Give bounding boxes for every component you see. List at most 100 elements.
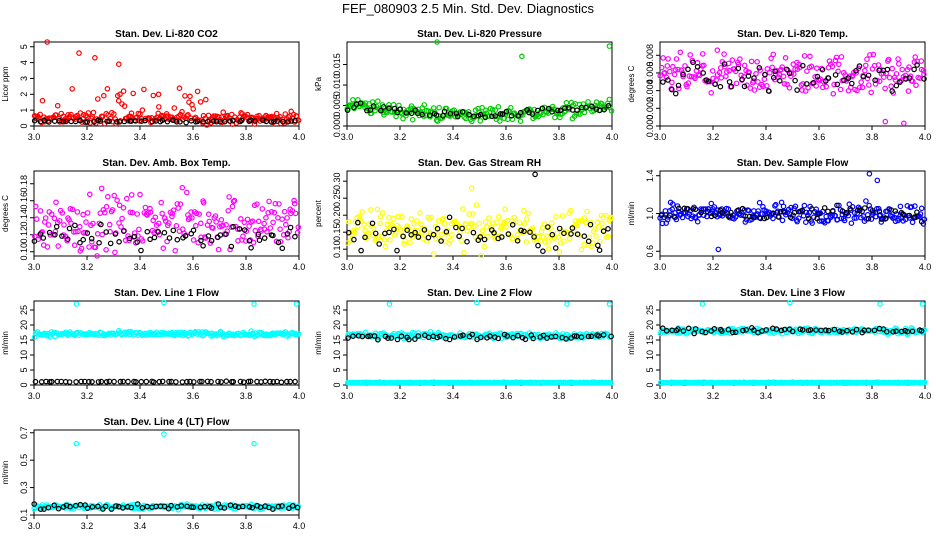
data-point bbox=[199, 378, 205, 385]
data-point bbox=[78, 245, 85, 252]
data-point bbox=[373, 235, 379, 242]
y-tick-label: 0.18 bbox=[19, 175, 29, 193]
y-tick-label: 0.008 bbox=[645, 44, 655, 67]
data-point bbox=[466, 211, 473, 217]
data-point bbox=[100, 207, 107, 213]
data-point bbox=[440, 215, 447, 222]
points-group bbox=[657, 171, 928, 253]
data-point bbox=[906, 75, 913, 81]
data-point bbox=[291, 200, 298, 207]
data-point bbox=[37, 208, 44, 214]
data-point bbox=[882, 85, 888, 92]
data-point bbox=[403, 110, 410, 116]
data-point bbox=[61, 222, 67, 228]
data-point bbox=[240, 233, 246, 240]
data-point bbox=[111, 378, 117, 385]
data-point bbox=[345, 335, 351, 341]
data-point bbox=[545, 246, 552, 252]
data-point bbox=[80, 236, 87, 243]
data-point bbox=[223, 378, 230, 385]
data-point bbox=[825, 327, 832, 334]
data-point bbox=[121, 103, 128, 109]
data-point bbox=[913, 82, 919, 89]
data-point bbox=[237, 378, 244, 385]
data-point bbox=[173, 119, 180, 125]
data-point bbox=[780, 208, 787, 215]
data-point bbox=[179, 379, 186, 385]
data-point bbox=[232, 503, 239, 509]
data-point bbox=[190, 227, 197, 234]
data-point bbox=[390, 215, 397, 222]
data-point bbox=[86, 378, 92, 385]
data-point bbox=[37, 111, 43, 118]
data-point bbox=[669, 201, 676, 207]
data-point bbox=[520, 207, 527, 214]
data-point bbox=[236, 226, 243, 232]
data-point bbox=[394, 109, 401, 116]
y-tick-label: 20 bbox=[645, 320, 655, 330]
data-point bbox=[256, 237, 263, 244]
data-point bbox=[101, 92, 107, 99]
data-point bbox=[102, 209, 108, 216]
data-point bbox=[368, 110, 375, 117]
data-point bbox=[436, 333, 443, 340]
data-point bbox=[380, 104, 387, 110]
data-point bbox=[514, 332, 521, 339]
data-point bbox=[918, 328, 925, 334]
data-point bbox=[708, 90, 715, 96]
data-point bbox=[814, 215, 820, 222]
data-point bbox=[439, 216, 446, 223]
data-point bbox=[205, 233, 212, 239]
data-point bbox=[31, 238, 38, 245]
data-point bbox=[418, 221, 424, 228]
data-point bbox=[844, 327, 850, 334]
data-point bbox=[394, 336, 401, 343]
data-point bbox=[763, 83, 770, 89]
data-point bbox=[578, 334, 585, 341]
data-point bbox=[89, 378, 95, 385]
data-point bbox=[398, 213, 405, 220]
data-point bbox=[226, 115, 232, 121]
data-point bbox=[137, 111, 143, 117]
data-point bbox=[130, 90, 137, 97]
y-axis-label: Licor ppm bbox=[1, 66, 10, 101]
y-tick-label: 4 bbox=[19, 60, 29, 65]
data-point bbox=[220, 222, 226, 229]
data-point bbox=[117, 91, 123, 98]
plot-frame bbox=[33, 429, 300, 516]
data-point bbox=[184, 113, 190, 119]
y-tick-label: 15 bbox=[645, 335, 655, 345]
data-point bbox=[117, 378, 124, 385]
data-point bbox=[517, 109, 524, 116]
data-point bbox=[819, 84, 826, 91]
data-point bbox=[830, 91, 837, 97]
data-point bbox=[59, 233, 65, 239]
data-point bbox=[43, 378, 49, 385]
data-point bbox=[177, 201, 184, 207]
data-point bbox=[685, 80, 692, 86]
x-tick-label: 3.4 bbox=[134, 391, 147, 401]
data-point bbox=[128, 192, 135, 198]
data-point bbox=[119, 215, 125, 222]
x-tick-label: 4.0 bbox=[606, 132, 619, 142]
x-tick-label: 3.2 bbox=[394, 132, 407, 142]
x-tick-label: 3.0 bbox=[654, 132, 667, 142]
data-point bbox=[282, 221, 289, 228]
data-point bbox=[826, 58, 833, 64]
x-tick-label: 3.6 bbox=[500, 132, 513, 142]
data-point bbox=[223, 222, 229, 228]
data-point bbox=[105, 193, 111, 200]
chart-title: Stan. Dev. Li-820 Pressure bbox=[417, 29, 542, 40]
data-point bbox=[541, 221, 548, 227]
data-point bbox=[599, 101, 605, 107]
data-point bbox=[179, 108, 185, 115]
x-tick-label: 3.8 bbox=[553, 262, 566, 272]
data-point bbox=[185, 112, 191, 118]
data-point bbox=[84, 119, 91, 125]
data-point bbox=[568, 231, 574, 237]
data-point bbox=[421, 227, 428, 233]
data-point bbox=[502, 206, 508, 213]
x-tick-label: 3.8 bbox=[240, 521, 253, 531]
data-point bbox=[103, 229, 110, 235]
data-point bbox=[739, 205, 746, 212]
